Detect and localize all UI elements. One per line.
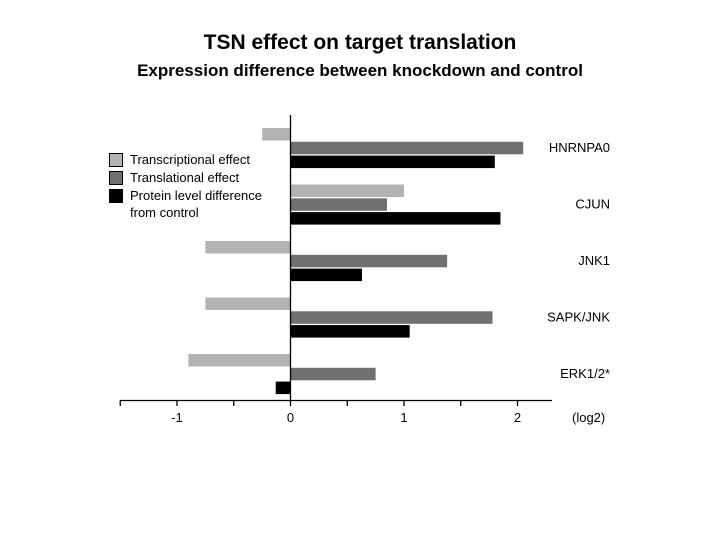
category-label-hnrnpa0: HNRNPA0 xyxy=(549,140,610,155)
bar-erk1-2-translational xyxy=(290,367,376,381)
bar-jnk1-transcriptional xyxy=(205,241,291,254)
bars-layer xyxy=(188,128,524,395)
x-tick-label: 0 xyxy=(287,410,294,425)
legend-item-transcriptional: Transcriptional effect xyxy=(109,150,290,168)
legend-label-translational: Translational effect xyxy=(130,170,240,185)
bar-hnrnpa0-transcriptional xyxy=(262,128,291,141)
legend-label-protein-level: Protein level difference from control xyxy=(130,188,263,220)
x-tick-label: -1 xyxy=(171,410,183,425)
bar-cjun-translational xyxy=(290,198,387,211)
legend: Transcriptional effect Translational eff… xyxy=(109,150,290,221)
x-axis-ticks: -1 0 1 2 xyxy=(119,400,521,425)
legend-label-transcriptional: Transcriptional effect xyxy=(130,152,250,167)
x-tick-label: 2 xyxy=(514,410,521,425)
x-unit-label: (log2) xyxy=(572,410,605,425)
legend-item-translational: Translational effect xyxy=(109,168,290,186)
bar-cjun-protein xyxy=(290,212,501,225)
bar-jnk1-translational xyxy=(290,254,448,268)
bar-cjun-transcriptional xyxy=(290,184,404,197)
bar-jnk1-protein xyxy=(290,268,363,282)
bar-sapk-jnk-translational xyxy=(290,311,493,324)
bar-sapk-jnk-transcriptional xyxy=(205,297,291,310)
x-tick-label: 1 xyxy=(400,410,407,425)
bar-hnrnpa0-protein xyxy=(290,155,495,169)
category-label-cjun: CJUN xyxy=(575,196,610,211)
category-label-erk1-2: ERK1/2* xyxy=(560,366,610,381)
bar-erk1-2-protein xyxy=(275,381,291,395)
legend-item-protein-level: Protein level difference from control xyxy=(109,186,290,221)
bar-sapk-jnk-protein xyxy=(290,325,410,338)
legend-swatch-protein-level xyxy=(109,189,123,203)
bar-hnrnpa0-translational xyxy=(290,141,524,155)
category-label-sapk-jnk: SAPK/JNK xyxy=(547,309,610,324)
bar-erk1-2-transcriptional xyxy=(188,354,291,367)
legend-swatch-translational xyxy=(109,171,123,185)
category-labels: HNRNPA0 CJUN JNK1 SAPK/JNK ERK1/2* xyxy=(547,140,610,381)
chart-title: TSN effect on target translation xyxy=(203,31,517,54)
legend-swatch-transcriptional xyxy=(109,153,123,167)
category-label-jnk1: JNK1 xyxy=(578,253,610,268)
chart-subtitle: Expression difference between knockdown … xyxy=(137,61,583,80)
